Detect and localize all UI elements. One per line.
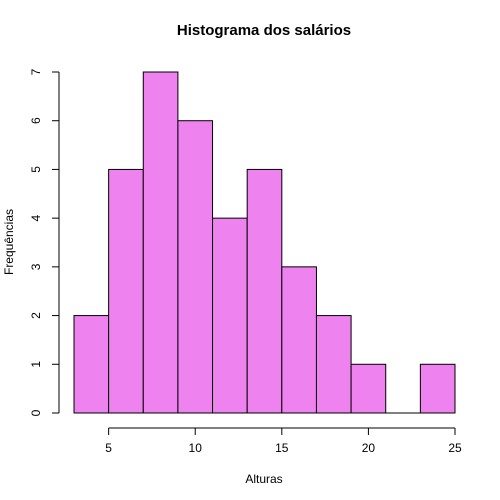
x-axis: 5 10 15 20 25 [105,427,462,455]
y-tick-label: 7 [29,68,43,75]
histogram-bar [281,266,317,414]
histogram-bar [177,120,214,414]
histogram-bar [246,168,283,414]
histogram-bar [73,315,110,414]
bars-group [73,71,456,414]
y-tick-label: 6 [29,117,43,124]
x-tick-label: 15 [275,441,289,455]
y-axis-label: Frequências [2,209,16,275]
histogram-bar [108,168,144,414]
histogram-bar [350,363,387,414]
x-tick-label: 20 [362,441,376,455]
histogram-bar [315,315,352,414]
y-tick-label: 2 [29,312,43,319]
histogram-bar [212,217,248,414]
x-tick-label: 25 [448,441,462,455]
chart-title: Histograma dos salários [177,22,351,39]
y-tick-label: 4 [29,214,43,221]
histogram-bar [142,71,179,414]
x-tick-label: 10 [189,441,203,455]
y-tick-label: 3 [29,263,43,270]
x-tick-label: 5 [105,441,112,455]
y-tick-label: 5 [29,166,43,173]
y-axis: 0 1 2 3 4 5 6 7 [29,68,60,416]
y-tick-label: 0 [29,409,43,416]
histogram-bar [419,363,456,414]
x-axis-label: Alturas [245,472,282,486]
y-tick-label: 1 [29,361,43,368]
